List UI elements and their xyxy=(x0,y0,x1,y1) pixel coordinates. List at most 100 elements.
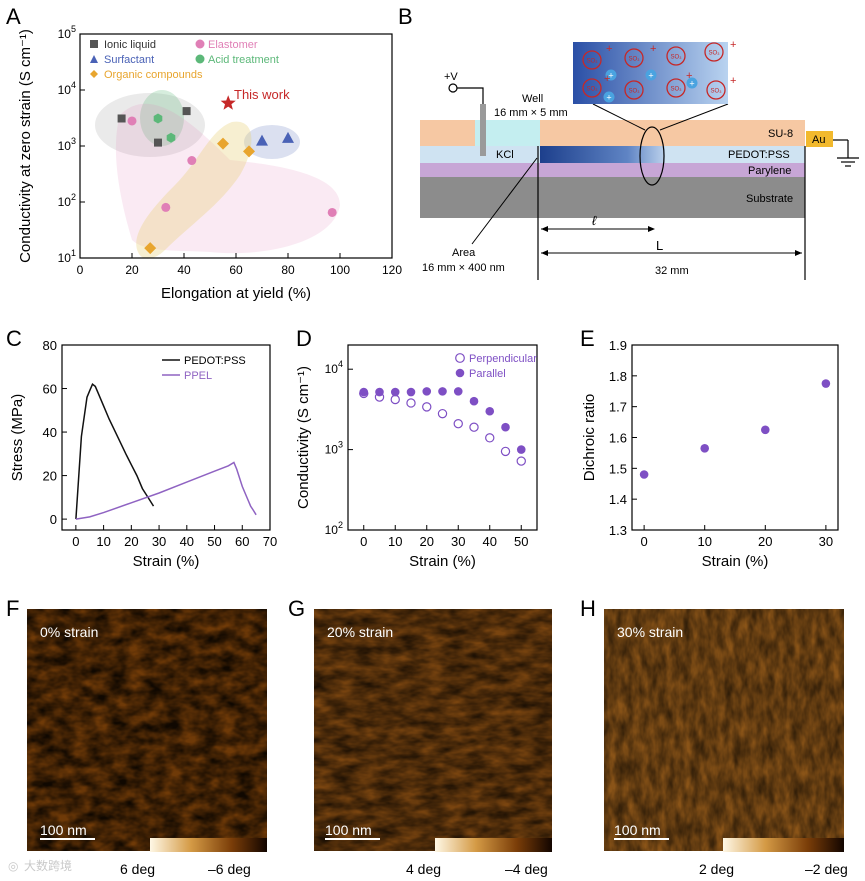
pedot-doped-gradient xyxy=(540,146,665,163)
data-point-circle xyxy=(327,207,337,217)
y-tick-label-a: 104 xyxy=(58,80,76,97)
x-tick-label-a: 0 xyxy=(77,263,84,277)
sulfonate-ion xyxy=(582,50,602,70)
data-point-dichroic xyxy=(821,379,831,388)
substrate-label: Substrate xyxy=(746,193,793,205)
legend-label-perpendicular: Perpendicular xyxy=(469,353,537,365)
parylene-layer xyxy=(420,162,805,177)
afm-scale-2: 100 nm xyxy=(614,822,661,838)
data-point-circle xyxy=(127,116,137,126)
well-title: Well xyxy=(522,93,543,105)
legend-label-acid: Acid treatment xyxy=(208,54,279,66)
x-tick-label-d: 50 xyxy=(514,534,528,549)
y-tick-label-a: 103 xyxy=(58,136,76,153)
x-tick-label-d: 30 xyxy=(451,534,465,549)
ion-label: SO₃ xyxy=(586,59,598,65)
watermark: ◎ xyxy=(8,859,18,873)
x-axis-label-a: Elongation at yield (%) xyxy=(161,285,311,302)
x-tick-label-c: 30 xyxy=(152,534,166,549)
pedotpss-curve xyxy=(75,383,155,520)
legend-marker-ionic xyxy=(90,40,98,48)
legend-label-pedot: PEDOT:PSS xyxy=(184,355,246,367)
voltage-terminal xyxy=(448,83,458,93)
su8-right xyxy=(540,120,805,146)
afm-left-value-2: 2 deg xyxy=(699,861,734,877)
ion-label: SO₃ xyxy=(628,89,640,95)
y-axis-label-e: Dichroic ratio xyxy=(581,394,598,482)
afm-scale-0: 100 nm xyxy=(40,822,87,838)
x-tick-label-e: 30 xyxy=(819,534,833,549)
afm-texture-2 xyxy=(604,609,844,851)
y-tick-label-d: 102 xyxy=(325,520,343,537)
afm-panel-h: 30% strain 100 nm 2 deg –2 deg xyxy=(604,609,848,877)
data-point-filled-circle xyxy=(469,396,479,406)
legend-marker-parallel xyxy=(455,368,465,378)
data-point-open-circle xyxy=(453,418,463,429)
ell-label: ℓ xyxy=(592,213,597,228)
afm-label-1: 20% strain xyxy=(327,624,393,640)
x-tick-label-a: 120 xyxy=(382,263,402,277)
cation-sign: + xyxy=(689,79,694,89)
x-tick-label-a: 60 xyxy=(229,263,243,277)
legend-marker-surfactant xyxy=(90,55,98,63)
data-point-square xyxy=(182,107,191,116)
data-point-square xyxy=(117,114,126,123)
ion-label: SO₃ xyxy=(708,51,720,57)
data-point-open-circle xyxy=(390,394,400,405)
afm-colorbar-0 xyxy=(150,838,267,852)
legend-marker-elastomer xyxy=(195,39,205,49)
data-point-filled-circle xyxy=(485,406,495,416)
data-point-open-circle xyxy=(500,446,511,457)
x-tick-label-d: 20 xyxy=(420,534,434,549)
organic-compounds-region xyxy=(136,121,252,259)
y-tick-label-e: 1.9 xyxy=(609,338,627,353)
big-l-label: L xyxy=(656,238,663,253)
afm-right-value-2: –2 deg xyxy=(805,861,848,877)
charge-sign: + xyxy=(730,75,736,87)
x-tick-label-c: 10 xyxy=(96,534,110,549)
y-tick-label-c: 40 xyxy=(43,425,57,440)
afm-panel-g: 20% strain 100 nm 4 deg –4 deg xyxy=(314,609,552,877)
cation xyxy=(603,91,615,103)
ppel-curve xyxy=(75,461,257,520)
data-point-hexagon xyxy=(153,113,163,124)
cation xyxy=(645,69,657,81)
ion-label: SO₃ xyxy=(670,87,682,93)
data-point-filled-circle xyxy=(516,445,526,454)
data-point-triangle xyxy=(282,131,294,143)
panel-letter-c: C xyxy=(6,326,22,351)
cation xyxy=(605,69,617,81)
x-axis-label-d: Strain (%) xyxy=(409,553,476,570)
x-tick-label-e: 0 xyxy=(641,534,648,549)
data-point-star xyxy=(220,95,236,110)
legend-label-organic: Organic compounds xyxy=(104,69,203,81)
data-point-diamond xyxy=(144,242,157,255)
y-tick-label-e: 1.7 xyxy=(609,400,627,415)
electrode xyxy=(480,104,486,156)
ion-label: SO₃ xyxy=(628,57,640,63)
afm-panel-f: 0% strain 100 nm 6 deg –6 deg xyxy=(27,609,267,877)
charge-sign: + xyxy=(606,43,612,55)
x-tick-label-c: 70 xyxy=(263,534,277,549)
afm-right-value-0: –6 deg xyxy=(208,861,251,877)
y-tick-label-e: 1.3 xyxy=(609,523,627,538)
legend-marker-acid xyxy=(195,54,205,64)
data-point-open-circle xyxy=(485,433,495,443)
data-point-diamond xyxy=(243,145,255,158)
substrate-layer xyxy=(420,176,805,218)
afm-colorbar-1 xyxy=(435,838,552,852)
panel-letter-d: D xyxy=(296,326,312,351)
y-tick-label-c: 20 xyxy=(43,469,57,484)
x-tick-label-c: 40 xyxy=(180,534,194,549)
data-point-dichroic xyxy=(700,443,710,453)
pedot-label: PEDOT:PSS xyxy=(728,149,790,161)
afm-left-value-1: 4 deg xyxy=(406,861,441,877)
y-tick-label-e: 1.6 xyxy=(609,431,627,446)
afm-label-2: 30% strain xyxy=(617,624,683,640)
sulfonate-ion xyxy=(582,78,602,98)
x-tick-label-c: 50 xyxy=(207,534,221,549)
y-tick-label-a: 105 xyxy=(58,24,76,41)
x-tick-label-d: 40 xyxy=(483,534,497,549)
